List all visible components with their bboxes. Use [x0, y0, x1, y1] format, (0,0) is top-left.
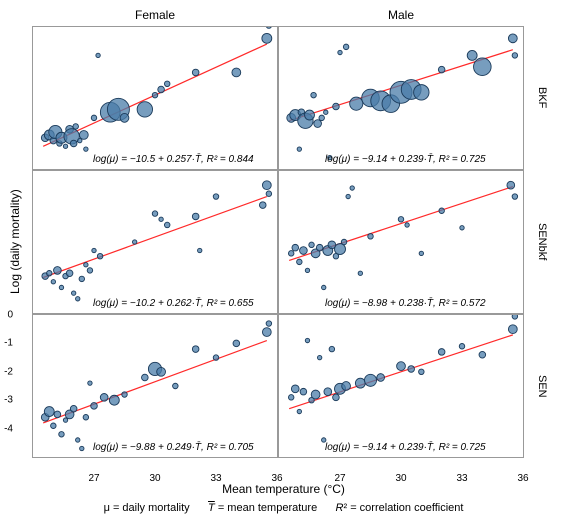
regression-equation: log(μ) = −10.2 + 0.262·T̄, R² = 0.655	[93, 298, 254, 309]
row-label-senbkf: SENbkf	[524, 170, 548, 314]
footer-legend: μ = daily mortality T = mean temperature…	[8, 502, 559, 514]
footer-R2: R² = correlation coefficient	[336, 502, 464, 514]
panel-senbkf-male: log(μ) = −8.98 + 0.238·T̄, R² = 0.572	[278, 170, 524, 314]
facet-grid: Female Male Log (daily mortality) log(μ)…	[8, 8, 548, 458]
y-axis-label: Log (daily mortality)	[8, 26, 32, 458]
col-header-male: Male	[278, 8, 524, 26]
panel-bkf-female: log(μ) = −10.5 + 0.257·T̄, R² = 0.844-4-…	[32, 26, 278, 170]
footer-mu: μ = daily mortality	[104, 502, 190, 514]
panel-sen-female: log(μ) = −9.88 + 0.249·T̄, R² = 0.705-4-…	[32, 314, 278, 458]
regression-equation: log(μ) = −8.98 + 0.238·T̄, R² = 0.572	[325, 298, 486, 309]
regression-equation: log(μ) = −10.5 + 0.257·T̄, R² = 0.844	[93, 154, 254, 165]
regression-equation: log(μ) = −9.14 + 0.239·T̄, R² = 0.725	[325, 442, 486, 453]
regression-equation: log(μ) = −9.14 + 0.239·T̄, R² = 0.725	[325, 154, 486, 165]
panel-senbkf-female: log(μ) = −10.2 + 0.262·T̄, R² = 0.655-4-…	[32, 170, 278, 314]
col-header-female: Female	[32, 8, 278, 26]
panel-sen-male: log(μ) = −9.14 + 0.239·T̄, R² = 0.725273…	[278, 314, 524, 458]
row-label-bkf: BKF	[524, 26, 548, 170]
x-axis-label: Mean temperature (°C)	[8, 458, 559, 496]
regression-equation: log(μ) = −9.88 + 0.249·T̄, R² = 0.705	[93, 442, 254, 453]
row-label-sen: SEN	[524, 314, 548, 458]
footer-T: T = mean temperature	[208, 502, 317, 514]
panel-bkf-male: log(μ) = −9.14 + 0.239·T̄, R² = 0.725	[278, 26, 524, 170]
